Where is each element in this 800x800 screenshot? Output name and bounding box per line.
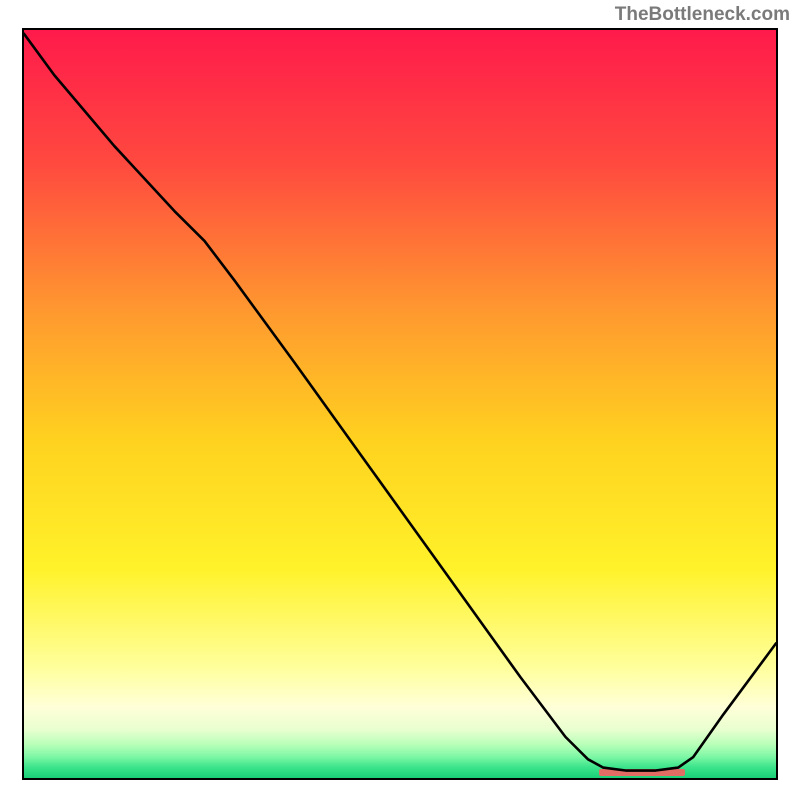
- chart-frame: [22, 28, 778, 780]
- watermark-text: TheBottleneck.com: [615, 4, 790, 26]
- chart-line: [24, 34, 776, 771]
- chart-line-layer: [24, 30, 776, 778]
